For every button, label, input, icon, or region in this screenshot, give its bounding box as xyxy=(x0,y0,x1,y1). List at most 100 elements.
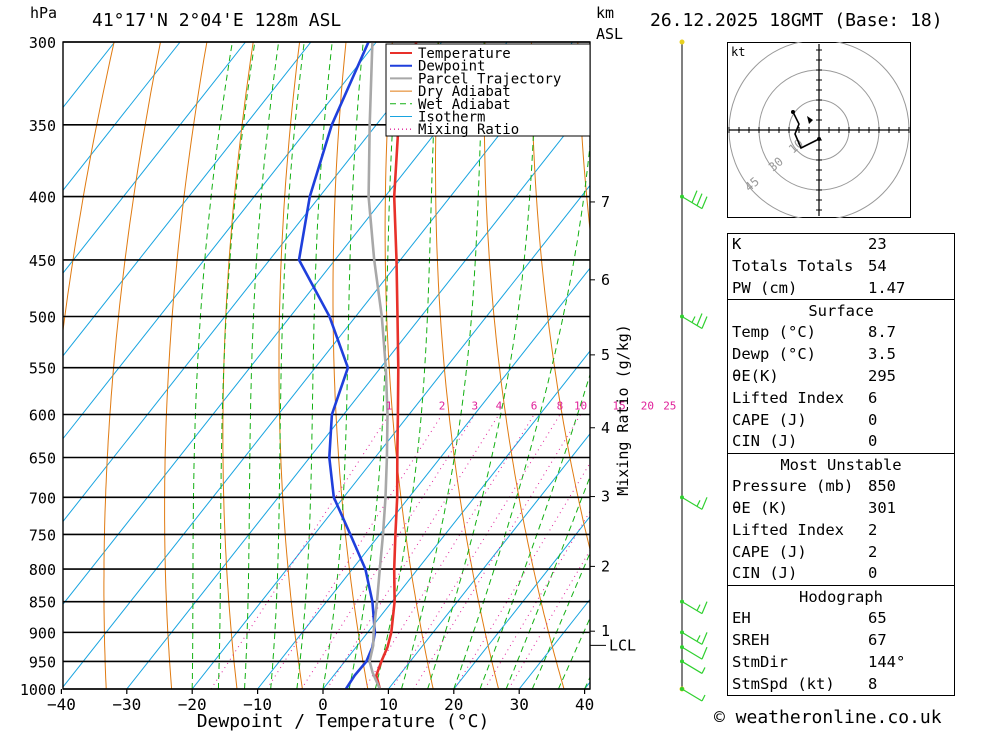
wet-adiabat-line xyxy=(505,475,590,689)
temperature-profile xyxy=(374,42,418,689)
mixing-ratio-line xyxy=(454,462,590,689)
k-index-label: K xyxy=(732,235,742,253)
precipitable-water-row: PW (cm) 1.47 xyxy=(728,278,954,300)
surface-theta-value: 295 xyxy=(868,366,896,385)
dry-adiabat-line xyxy=(103,42,161,689)
surface-cin-value: 0 xyxy=(868,432,878,451)
surface-cin-label: CIN (J) xyxy=(732,432,798,451)
legend-entry-isotherm: Isotherm xyxy=(418,110,485,126)
k-index-value: 23 xyxy=(868,235,887,253)
pressure-tick-label: 450 xyxy=(29,252,56,270)
hodograph-unit-label: kt xyxy=(731,45,745,59)
wind-barb-flag xyxy=(701,646,708,660)
wind-barb-flag xyxy=(691,190,698,203)
surface-title: Surface xyxy=(808,302,874,321)
wind-barb-staff xyxy=(681,646,703,660)
dry-adiabat-line xyxy=(278,42,303,689)
isotherm-line xyxy=(63,42,377,440)
valid-datetime: 26.12.2025 18GMT (Base: 18) xyxy=(650,10,943,31)
wind-barb-half-flag xyxy=(696,604,701,611)
mixing-ratio-value-label: 25 xyxy=(663,399,676,412)
wind-barb-staff xyxy=(681,496,703,510)
mixing-ratio-line xyxy=(508,549,590,689)
wet-adiabat-line xyxy=(401,42,485,689)
wind-barb xyxy=(680,659,706,674)
pw-label: PW (cm) xyxy=(732,278,798,297)
isotherm-line xyxy=(63,42,181,192)
mu-cape-label: CAPE (J) xyxy=(732,542,807,561)
pressure-tick-label: 400 xyxy=(29,189,56,207)
wet-adiabat-line xyxy=(453,140,590,689)
isotherm-line xyxy=(63,42,246,274)
surface-li-value: 6 xyxy=(868,388,878,407)
pressure-tick-label: 650 xyxy=(29,450,56,468)
km-tick-label: 6 xyxy=(601,271,610,289)
x-tick-label: −10 xyxy=(243,695,272,714)
most-unstable-title: Most Unstable xyxy=(780,456,902,475)
dry-adiabat-line xyxy=(949,42,1000,689)
mu-pressure-value: 850 xyxy=(868,477,896,496)
isotherm-line xyxy=(191,184,590,689)
mu-cin-label: CIN (J) xyxy=(732,564,798,583)
isotherm-line xyxy=(388,433,590,689)
km-tick-label: 4 xyxy=(601,419,610,437)
wet-adiabat-line xyxy=(557,616,590,689)
hodograph-params-section: Hodograph EH 65 SREH 67 StmDir 144° StmSpd … xyxy=(728,585,954,695)
station-location: 41°17'N 2°04'E 128m ASL xyxy=(92,10,342,31)
mixing-ratio-line xyxy=(301,414,476,689)
isotherm-line xyxy=(322,350,590,689)
wind-barb-half-flag xyxy=(701,694,706,702)
surface-theta-label: θE(K) xyxy=(732,366,779,385)
sounding-indices-table: K 23 Totals Totals 54 PW (cm) 1.47 Surface … xyxy=(727,233,955,697)
wind-barb-staff xyxy=(681,660,703,674)
wet-adiabat-line xyxy=(479,372,590,689)
wind-barb xyxy=(680,645,708,660)
totals-totals-label: Totals Totals xyxy=(732,256,854,275)
isotherm-line xyxy=(63,42,573,688)
dry-adiabat-line xyxy=(63,42,115,335)
lcl-label: LCL xyxy=(609,636,636,654)
stmspd-value: 8 xyxy=(868,674,878,693)
mixing-ratio-value-label: 6 xyxy=(531,399,538,412)
mixing-ratio-line xyxy=(266,414,443,689)
x-tick-label: 30 xyxy=(510,695,529,714)
legend-frame xyxy=(385,43,591,137)
parcel-trajectory-profile xyxy=(367,42,389,689)
wind-barb-flag xyxy=(701,632,708,645)
legend-entry-temperature: Temperature xyxy=(418,46,511,62)
pressure-tick-label: 800 xyxy=(29,561,56,579)
wind-barb-staff xyxy=(681,631,703,645)
wind-barb-staff xyxy=(681,601,703,615)
hodograph-trace xyxy=(792,111,820,150)
sreh-label: SREH xyxy=(732,630,770,649)
mu-li-label: Lifted Index xyxy=(732,520,844,539)
pw-value: 1.47 xyxy=(868,278,906,297)
most-unstable-section: Most Unstable Pressure (mb) 850 θE (K) 301… xyxy=(728,453,954,585)
surface-dewp-label: Dewp (°C) xyxy=(732,345,816,364)
km-label: km xyxy=(596,4,615,22)
x-tick-label: 0 xyxy=(318,695,328,714)
wind-barb-column xyxy=(679,39,708,702)
isotherm-line xyxy=(257,267,590,689)
stmdir-value: 144° xyxy=(868,652,906,671)
hodograph-params-title: Hodograph xyxy=(799,588,883,607)
wind-axis-top-marker xyxy=(679,39,685,45)
pressure-tick-label: 950 xyxy=(29,653,56,671)
wind-barb-flag xyxy=(696,313,703,326)
wet-adiabat-line xyxy=(531,551,590,689)
km-tick-label: 7 xyxy=(601,193,610,211)
mu-pressure-label: Pressure (mb) xyxy=(732,477,854,496)
copyright-credit[interactable]: © weatheronline.co.uk xyxy=(714,707,942,728)
pressure-tick-label: 300 xyxy=(29,34,56,52)
mixing-ratio-value-label: 4 xyxy=(496,399,503,412)
surface-dewp-value: 3.5 xyxy=(868,345,896,364)
storm-motion-arrow-icon xyxy=(807,116,813,124)
mu-cin-value: 0 xyxy=(868,564,878,583)
x-tick-label: 40 xyxy=(575,695,594,714)
pressure-tick-label: 350 xyxy=(29,117,56,135)
hodograph-trace-end xyxy=(791,110,795,114)
wind-barb-flag xyxy=(701,497,708,510)
wet-adiabat-line xyxy=(191,42,233,689)
mixing-ratio-line xyxy=(363,414,535,689)
